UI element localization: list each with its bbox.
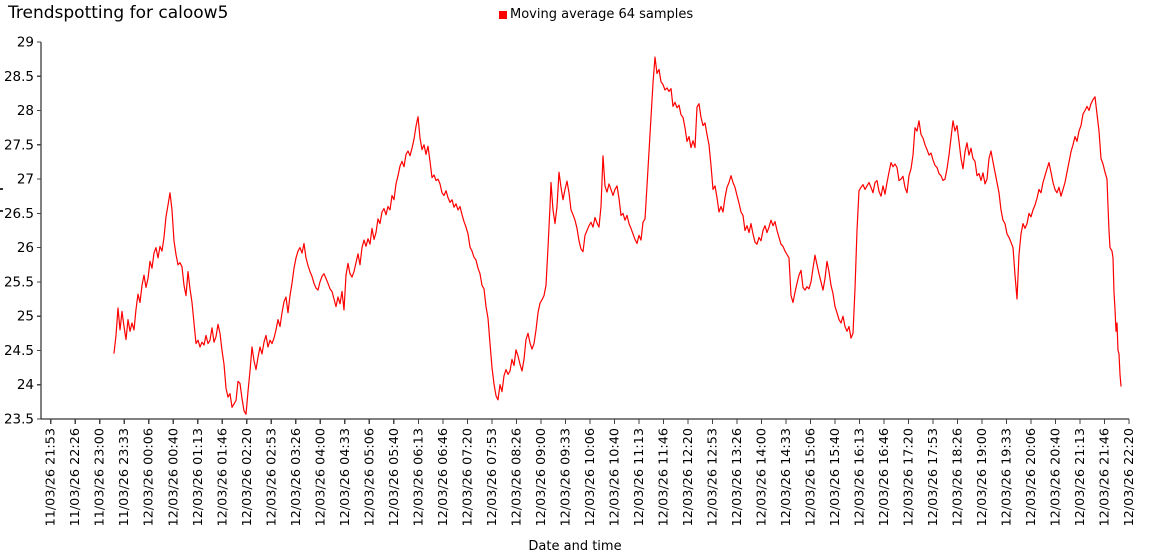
x-tick-label: 12/03/26 00:40 [166,428,181,526]
x-tick-label: 12/03/26 10:06 [583,428,598,526]
x-tick-label: 12/03/26 15:06 [804,428,819,526]
x-tick-label: 12/03/26 01:46 [215,428,230,526]
x-tick-label: 12/03/26 11:46 [656,428,671,526]
x-tick-label: 12/03/26 19:33 [1000,428,1015,526]
x-tick-label: 12/03/26 09:00 [534,428,549,526]
x-tick-label: 12/03/26 14:00 [754,428,769,526]
x-tick-label: 12/03/26 08:26 [509,428,524,526]
x-tick-label: 12/03/26 03:26 [289,428,304,526]
y-tick-label: 24 [17,377,34,393]
x-tick-label: 11/03/26 21:53 [44,428,59,526]
legend-label: Moving average 64 samples [510,7,694,22]
x-tick-label: 12/03/26 21:46 [1098,428,1113,526]
series-line [113,56,1122,415]
x-tick-label: 12/03/26 16:46 [877,428,892,526]
x-tick-label: 11/03/26 23:00 [93,428,108,526]
y-tick-label: 29 [17,35,34,51]
x-tick-label: 11/03/26 22:26 [68,428,83,526]
x-tick-label: 12/03/26 20:06 [1024,428,1039,526]
x-tick-label: 12/03/26 04:33 [338,428,353,526]
x-tick-label: 12/03/26 06:13 [411,428,426,526]
x-tick-label: 12/03/26 07:20 [460,428,475,526]
x-axis-title: Date and time [528,539,622,554]
page-title: Trendspotting for caloow5 [8,3,229,23]
x-tick-label: 12/03/26 06:46 [436,428,451,526]
x-tick-label: 12/03/26 12:53 [705,428,720,526]
x-tick-label: 12/03/26 17:20 [902,428,917,526]
x-tick-label: 12/03/26 05:06 [362,428,377,526]
x-tick-label: 12/03/26 15:40 [828,428,843,526]
x-tick-label: 12/03/26 10:40 [607,428,622,526]
y-tick-label: 26.5 [4,206,34,222]
x-tick-label: 12/03/26 22:20 [1122,428,1137,526]
y-tick-label: 27 [17,172,34,188]
x-tick-label: 12/03/26 14:33 [779,428,794,526]
x-tick-label: 12/03/26 02:20 [240,428,255,526]
x-tick-label: 12/03/26 04:00 [313,428,328,526]
legend: Moving average 64 samples [499,7,693,22]
legend-marker-square [499,11,507,19]
y-axis-label-clipped [0,188,3,222]
x-tick-label: 12/03/26 02:53 [264,428,279,526]
y-tick-label: 23.5 [4,412,34,428]
y-tick-label: 26 [17,240,34,256]
x-tick-label: 12/03/26 07:53 [485,428,500,526]
x-tick-label: 12/03/26 20:40 [1049,428,1064,526]
y-tick-label: 24.5 [4,343,34,359]
x-tick-label: 12/03/26 13:26 [730,428,745,526]
y-tick-label: 25.5 [4,274,34,290]
x-tick-label: 12/03/26 21:13 [1073,428,1088,526]
y-tick-label: 28 [17,103,34,119]
y-tick-label: 28.5 [4,69,34,85]
x-tick-label: 12/03/26 01:13 [191,428,206,526]
y-tick-label: 27.5 [4,137,34,153]
x-tick-label: 12/03/26 19:00 [975,428,990,526]
x-tick-label: 11/03/26 23:33 [117,428,132,526]
y-tick-label: 25 [17,309,34,325]
x-tick-label: 12/03/26 16:13 [853,428,868,526]
x-tick-label: 12/03/26 18:26 [951,428,966,526]
x-tick-label: 12/03/26 17:53 [926,428,941,526]
x-tick-label: 12/03/26 05:40 [387,428,402,526]
x-tick-label: 12/03/26 09:33 [558,428,573,526]
x-tick-label: 12/03/26 11:13 [632,428,647,526]
x-tick-label: 12/03/26 00:06 [142,428,157,526]
x-tick-label: 12/03/26 12:20 [681,428,696,526]
